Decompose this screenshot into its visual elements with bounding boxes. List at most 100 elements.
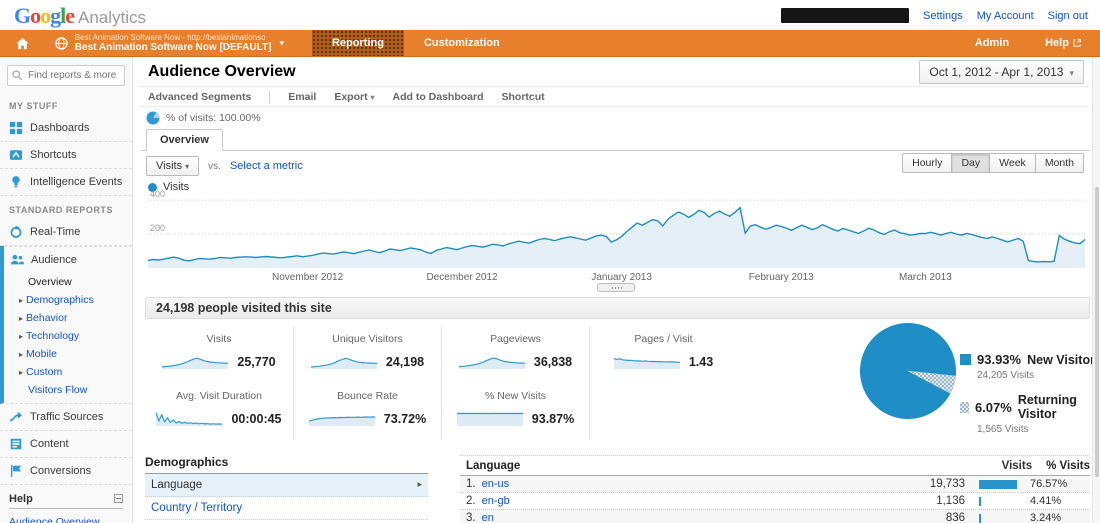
sidebar-item-shortcuts[interactable]: Shortcuts bbox=[0, 142, 132, 169]
admin-button[interactable]: Admin bbox=[974, 37, 1010, 49]
visits-sparkline bbox=[162, 357, 229, 369]
demographics-panel: Demographics Language ▸ Country / Territo… bbox=[145, 455, 428, 523]
nav-right: Admin Help bbox=[957, 30, 1100, 56]
triangle-right-icon: ▸ bbox=[19, 350, 24, 359]
sign-out-link[interactable]: Sign out bbox=[1047, 9, 1088, 22]
sidebar-item-dashboards[interactable]: Dashboards bbox=[0, 115, 132, 142]
col-language: Language bbox=[466, 460, 521, 472]
pie-legend-returning-visitor: 6.07% Returning Visitor bbox=[960, 393, 1100, 421]
sidebar-item-mobile[interactable]: ▸ Mobile bbox=[19, 348, 57, 360]
x-axis-label: February 2013 bbox=[748, 272, 814, 283]
sidebar-item-conversions[interactable]: Conversions bbox=[0, 458, 132, 485]
triangle-right-icon: ▸ bbox=[417, 479, 422, 489]
returning-visitor-visits: 1,565 Visits bbox=[977, 424, 1029, 435]
percent-bar bbox=[979, 513, 981, 523]
avg-visit-duration-sparkline bbox=[156, 412, 223, 426]
tab-overview[interactable]: Overview bbox=[146, 129, 223, 151]
help-panel-header[interactable]: Help bbox=[9, 493, 123, 509]
metric-dropdown[interactable]: Visits ▾ bbox=[146, 156, 200, 176]
segment-indicator[interactable]: % of visits: 100.00% bbox=[146, 111, 261, 125]
scorecard-empty bbox=[589, 383, 737, 440]
section-standard-reports: STANDARD REPORTS bbox=[9, 205, 113, 215]
advanced-segments-button[interactable]: Advanced Segments bbox=[148, 90, 252, 103]
tab-customization[interactable]: Customization bbox=[423, 37, 500, 49]
add-to-dashboard-button[interactable]: Add to Dashboard bbox=[392, 90, 484, 103]
granularity-day[interactable]: Day bbox=[952, 153, 991, 173]
sidebar-item-intelligence-events[interactable]: Intelligence Events bbox=[0, 169, 132, 196]
timeline-drag-handle[interactable] bbox=[597, 283, 635, 292]
sidebar-item-technology[interactable]: ▸ Technology bbox=[19, 330, 80, 342]
sidebar-item-audience[interactable]: Audience bbox=[4, 246, 132, 273]
sidebar-item-behavior[interactable]: ▸ Behavior bbox=[19, 312, 68, 324]
granularity-hourly[interactable]: Hourly bbox=[902, 153, 953, 173]
google-analytics-logo[interactable]: Google Analytics bbox=[14, 3, 147, 28]
chart-legend: Visits bbox=[148, 181, 189, 193]
col-pct: % Visits bbox=[1046, 460, 1090, 472]
scrollbar[interactable] bbox=[1092, 57, 1100, 523]
chevron-down-icon: ▾ bbox=[185, 162, 190, 171]
language-link[interactable]: en bbox=[481, 512, 494, 523]
sidebar-item-demographics[interactable]: ▸ Demographics bbox=[19, 294, 94, 306]
granularity-month[interactable]: Month bbox=[1035, 153, 1084, 173]
shortcut-button[interactable]: Shortcut bbox=[501, 90, 545, 103]
help-link-audience-overview[interactable]: Audience Overview bbox=[9, 516, 100, 523]
page-title: Audience Overview bbox=[148, 63, 296, 80]
sidebar-item-visitors-flow[interactable]: Visitors Flow bbox=[28, 384, 88, 396]
settings-link[interactable]: Settings bbox=[923, 9, 963, 22]
globe-icon bbox=[55, 36, 68, 50]
tab-reporting[interactable]: Reporting bbox=[312, 30, 404, 56]
sidebar-item-traffic-sources[interactable]: Traffic Sources bbox=[0, 404, 132, 431]
email-button[interactable]: Email bbox=[288, 90, 317, 103]
x-axis-label: November 2012 bbox=[272, 272, 344, 283]
language-table: Language Visits % Visits 1. en-us 19,733 … bbox=[460, 455, 1090, 523]
sidebar-item-overview[interactable]: Overview bbox=[28, 276, 72, 288]
home-button[interactable] bbox=[0, 30, 44, 56]
chevron-down-icon: ▾ bbox=[279, 37, 284, 48]
language-link[interactable]: en-gb bbox=[481, 495, 510, 507]
scorecard-unique-visitors: Unique Visitors 24,198 bbox=[293, 326, 441, 383]
series-dot-icon bbox=[148, 182, 157, 192]
home-icon bbox=[15, 37, 29, 49]
visitors-summary-banner: 24,198 people visited this site bbox=[145, 297, 1090, 319]
triangle-right-icon: ▸ bbox=[19, 368, 24, 377]
collapse-icon[interactable] bbox=[114, 494, 123, 503]
language-link[interactable]: en-us bbox=[481, 478, 510, 490]
scorecard-pageviews: Pageviews 36,838 bbox=[441, 326, 589, 383]
report-toolbar: Advanced Segments Email Export ▾ Add to … bbox=[140, 86, 1090, 107]
pages-per-visit-sparkline bbox=[613, 357, 680, 369]
property-selector[interactable]: Best Animation Software Now - http://bes… bbox=[44, 30, 294, 56]
date-range-selector[interactable]: Oct 1, 2012 - Apr 1, 2013 ▾ bbox=[919, 60, 1084, 84]
language-table-header: Language Visits % Visits bbox=[460, 455, 1090, 476]
sidebar-item-real-time[interactable]: Real-Time bbox=[0, 219, 132, 246]
select-metric-link[interactable]: Select a metric bbox=[229, 160, 303, 172]
demographics-item-country[interactable]: Country / Territory bbox=[145, 497, 428, 520]
pie-legend: 93.93% New Visitor 24,205 Visits 6.07% R… bbox=[960, 352, 1100, 447]
top-bar: Google Analytics Settings My Account Sign… bbox=[0, 0, 1100, 30]
y-axis-label: 200 bbox=[150, 223, 166, 234]
help-button[interactable]: Help bbox=[1027, 30, 1100, 56]
granularity-week[interactable]: Week bbox=[990, 153, 1036, 173]
new-vs-returning-pie-chart[interactable] bbox=[856, 319, 960, 423]
scrollbar-thumb[interactable] bbox=[1095, 187, 1099, 477]
chevron-down-icon: ▾ bbox=[1069, 68, 1074, 78]
export-button[interactable]: Export ▾ bbox=[334, 90, 375, 103]
y-axis-label: 400 bbox=[150, 189, 166, 200]
demographics-item-language[interactable]: Language ▸ bbox=[145, 474, 428, 497]
audience-icon bbox=[10, 254, 24, 265]
sidebar-item-custom[interactable]: ▸ Custom bbox=[19, 366, 63, 378]
visits-timeseries-chart[interactable] bbox=[148, 195, 1085, 268]
granularity-buttons: Hourly Day Week Month bbox=[902, 153, 1084, 173]
percent-bar bbox=[979, 496, 982, 506]
chevron-down-icon: ▾ bbox=[370, 92, 375, 102]
my-account-link[interactable]: My Account bbox=[976, 9, 1034, 22]
scorecard-bounce-rate: Bounce Rate 73.72% bbox=[293, 383, 441, 440]
redacted-email bbox=[781, 8, 910, 23]
sidebar-item-content[interactable]: Content bbox=[0, 431, 132, 458]
scorecard-visits: Visits 25,770 bbox=[145, 326, 293, 383]
vs-label: vs. bbox=[208, 160, 221, 172]
search-input[interactable] bbox=[7, 65, 125, 86]
scorecard-new-visits: % New Visits 93.87% bbox=[441, 383, 589, 440]
property-name: Best Animation Software Now - http://bes… bbox=[74, 32, 272, 53]
logo-analytics-text: Analytics bbox=[78, 8, 147, 27]
content-icon bbox=[10, 438, 22, 450]
